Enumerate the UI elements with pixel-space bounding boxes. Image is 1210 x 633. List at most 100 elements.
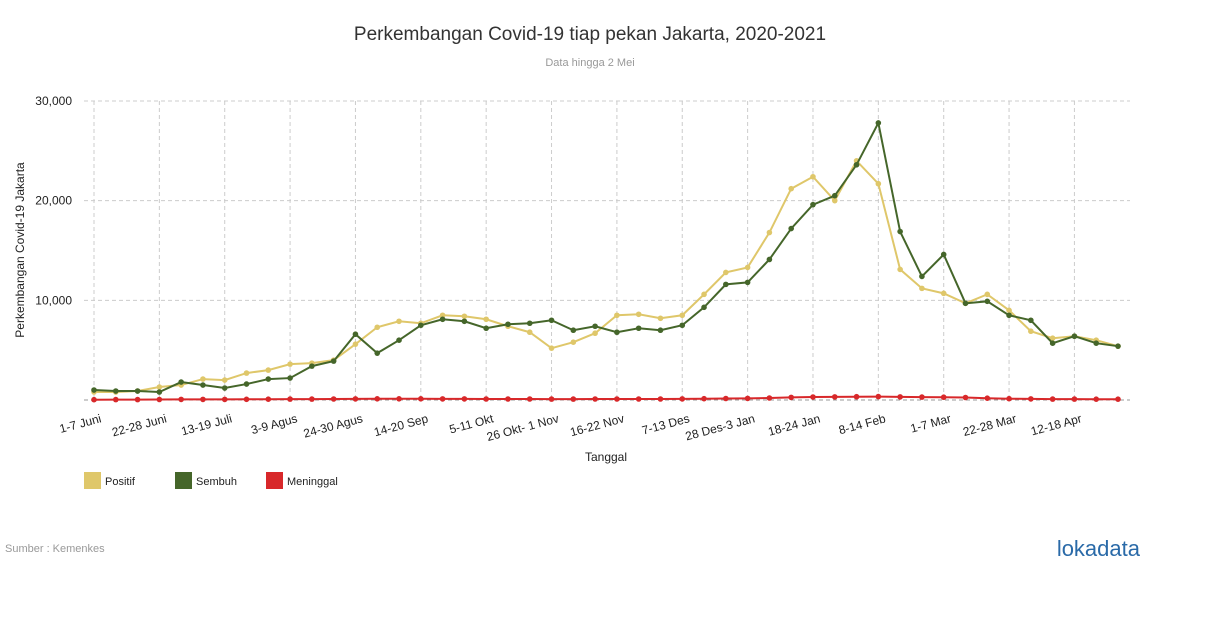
point xyxy=(875,120,882,126)
point xyxy=(418,322,424,329)
point xyxy=(679,312,686,319)
source: Sumber : Kemenkes xyxy=(5,543,105,555)
point xyxy=(483,316,489,323)
point xyxy=(243,370,250,376)
point xyxy=(853,393,860,400)
point xyxy=(810,173,816,180)
point xyxy=(919,394,925,400)
x-tick-label: 14-20 Sep xyxy=(372,411,429,439)
point xyxy=(156,396,163,403)
point xyxy=(548,396,555,402)
point xyxy=(853,161,860,168)
logo: lokadata xyxy=(1057,536,1141,561)
point xyxy=(723,281,729,288)
point xyxy=(221,385,228,391)
point xyxy=(570,339,577,345)
x-tick-label: 28 Des-3 Jan xyxy=(684,411,757,443)
point xyxy=(330,396,337,402)
point xyxy=(221,396,228,403)
point xyxy=(200,376,206,382)
point xyxy=(766,256,773,263)
point xyxy=(810,394,816,400)
point xyxy=(352,331,359,338)
point xyxy=(679,396,686,402)
legend-swatch xyxy=(175,472,192,489)
point xyxy=(1115,396,1121,403)
legend-label: Meninggal xyxy=(287,476,338,488)
point xyxy=(483,396,489,402)
point xyxy=(635,325,642,332)
point xyxy=(984,395,991,402)
y-tick-label: 20,000 xyxy=(35,194,72,208)
point xyxy=(614,312,620,319)
point xyxy=(91,387,97,393)
point xyxy=(243,396,250,403)
point xyxy=(265,376,272,382)
x-tick-label: 13-19 Juli xyxy=(180,411,234,438)
point xyxy=(1093,396,1100,403)
x-axis-label: Tanggal xyxy=(585,450,627,464)
point xyxy=(897,228,903,235)
legend-label: Sembuh xyxy=(196,476,237,488)
point xyxy=(744,279,751,286)
chart-title: Perkembangan Covid-19 tiap pekan Jakarta… xyxy=(354,24,826,45)
point xyxy=(1093,340,1100,346)
point xyxy=(810,201,816,208)
point xyxy=(178,396,184,403)
point xyxy=(548,345,555,351)
point xyxy=(526,329,533,336)
point xyxy=(396,318,402,325)
point xyxy=(614,396,620,402)
x-tick-label: 12-18 Apr xyxy=(1029,411,1083,438)
point xyxy=(766,229,773,236)
x-tick-label: 3-9 Agus xyxy=(249,411,298,437)
y-tick-label: 30,000 xyxy=(35,94,72,108)
point xyxy=(461,396,468,402)
point xyxy=(221,377,228,383)
point xyxy=(875,393,882,400)
point xyxy=(962,300,969,307)
point xyxy=(396,396,402,402)
point xyxy=(1028,328,1034,335)
point xyxy=(396,337,402,344)
point xyxy=(548,317,555,324)
point xyxy=(940,251,947,258)
point xyxy=(1028,396,1034,402)
point xyxy=(592,323,598,330)
point xyxy=(897,266,903,273)
point xyxy=(505,396,511,402)
point xyxy=(178,379,184,385)
point xyxy=(940,290,947,297)
point xyxy=(112,388,119,394)
point xyxy=(265,367,272,373)
point xyxy=(526,320,533,327)
point xyxy=(657,396,664,402)
point xyxy=(134,396,141,403)
y-axis-label: Perkembangan Covid-19 Jakarta xyxy=(13,162,27,338)
point xyxy=(788,225,794,232)
point xyxy=(592,330,598,337)
point xyxy=(1071,333,1078,340)
x-tick-label: 8-14 Feb xyxy=(837,411,887,437)
legend-label: Positif xyxy=(105,476,136,488)
x-tick-label: 7-13 Des xyxy=(640,411,691,437)
point xyxy=(156,384,163,390)
legend-swatch xyxy=(84,472,101,489)
point xyxy=(1028,317,1034,324)
point xyxy=(940,394,947,401)
point xyxy=(309,363,315,369)
point xyxy=(701,395,707,402)
point xyxy=(984,298,991,305)
point xyxy=(352,396,359,402)
point xyxy=(461,318,468,325)
point xyxy=(265,396,272,403)
point xyxy=(91,396,97,403)
point xyxy=(1049,340,1056,346)
point xyxy=(701,291,707,298)
point xyxy=(744,395,751,402)
y-tick-label: 10,000 xyxy=(35,293,72,307)
point xyxy=(592,396,598,402)
x-tick-label: 1-7 Mar xyxy=(909,411,953,435)
point xyxy=(156,389,163,395)
